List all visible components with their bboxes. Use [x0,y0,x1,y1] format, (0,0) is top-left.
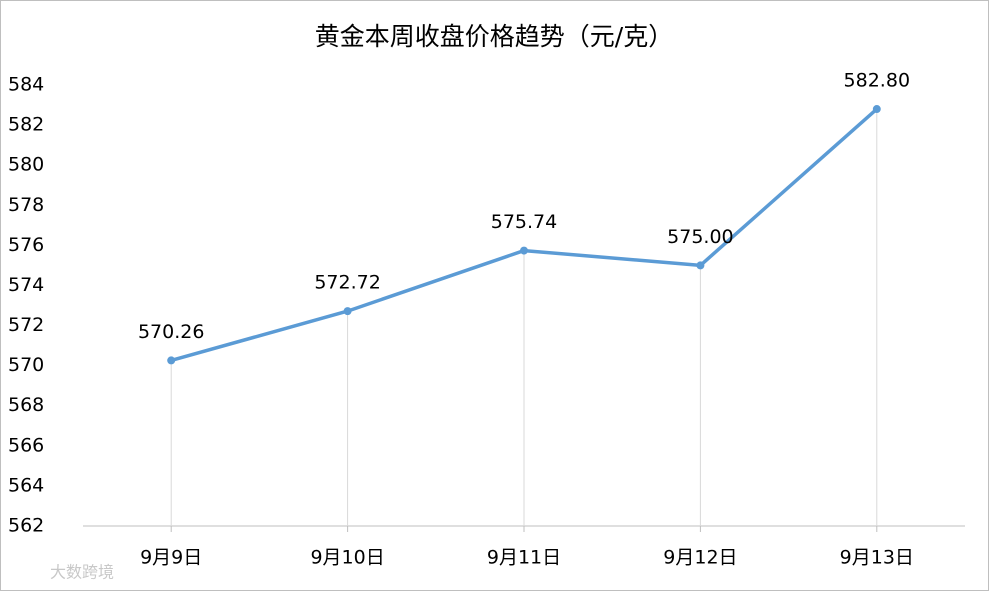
x-tick-label: 9月11日 [487,547,561,569]
y-tick-label: 574 [8,274,44,296]
y-tick-label: 580 [8,154,44,176]
value-label: 575.00 [667,226,733,248]
point [872,105,881,114]
x-tick-label: 9月13日 [840,547,914,569]
value-label: 572.72 [314,272,380,294]
y-tick-label: 576 [8,234,44,256]
point [167,356,176,365]
y-tick-label: 578 [8,194,44,216]
value-label: 575.74 [491,211,557,233]
y-tick-label: 564 [8,474,44,496]
y-tick-label: 562 [8,515,44,537]
chart-title: 黄金本周收盘价格趋势（元/克） [315,22,673,51]
y-tick-label: 570 [8,354,44,376]
point [696,261,705,270]
y-tick-label: 568 [8,394,44,416]
y-tick-label: 582 [8,114,44,136]
point [343,307,352,316]
x-tick-label: 9月9日 [140,547,202,569]
point [520,246,528,255]
y-tick-label: 572 [8,314,44,336]
watermark: 大数跨境 [50,563,114,582]
y-tick-label: 584 [8,74,44,96]
x-tick-label: 9月10日 [310,547,384,569]
x-tick-label: 9月12日 [663,547,737,569]
value-label: 570.26 [138,321,204,343]
value-label: 582.80 [844,70,910,92]
y-tick-label: 566 [8,434,44,456]
